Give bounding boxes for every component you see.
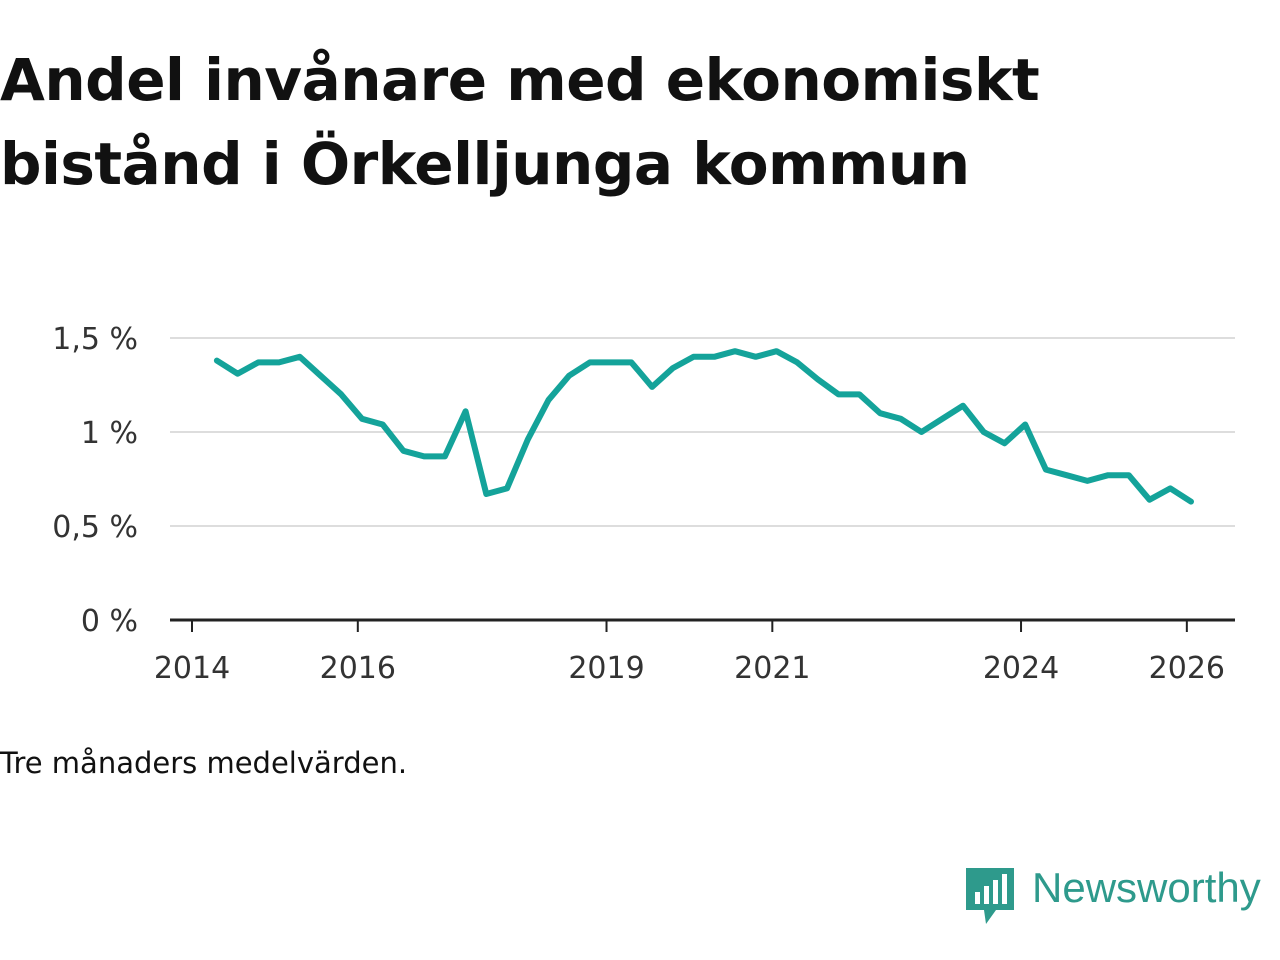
y-tick-label: 0,5 % [52, 510, 138, 545]
brand-name: Newsworthy [1032, 864, 1261, 911]
x-tick-label: 2014 [154, 651, 230, 686]
x-tick-label: 2021 [734, 651, 810, 686]
x-tick-label: 2024 [983, 651, 1059, 686]
y-tick-label: 1 % [81, 416, 138, 451]
x-tick-label: 2019 [568, 651, 644, 686]
chart-title: Andel invånare med ekonomiskt bistånd i … [0, 38, 1200, 206]
x-tick-label: 2026 [1149, 651, 1225, 686]
chart-title-line-1: Andel invånare med ekonomiskt [0, 46, 1040, 114]
line-chart: 0 % 0,5 % 1 % 1,5 % 2014 2016 2019 2021 2024 2026 [52, 322, 1235, 686]
x-tick-label: 2016 [320, 651, 396, 686]
chart-title-line-2: bistånd i Örkelljunga kommun [0, 130, 970, 198]
chart-note: Tre månaders medelvärden. [0, 746, 408, 780]
y-tick-label: 1,5 % [52, 322, 138, 357]
y-tick-label: 0 % [81, 604, 138, 639]
series-line [213, 348, 1194, 505]
newsworthy-logo-icon [966, 868, 1014, 924]
